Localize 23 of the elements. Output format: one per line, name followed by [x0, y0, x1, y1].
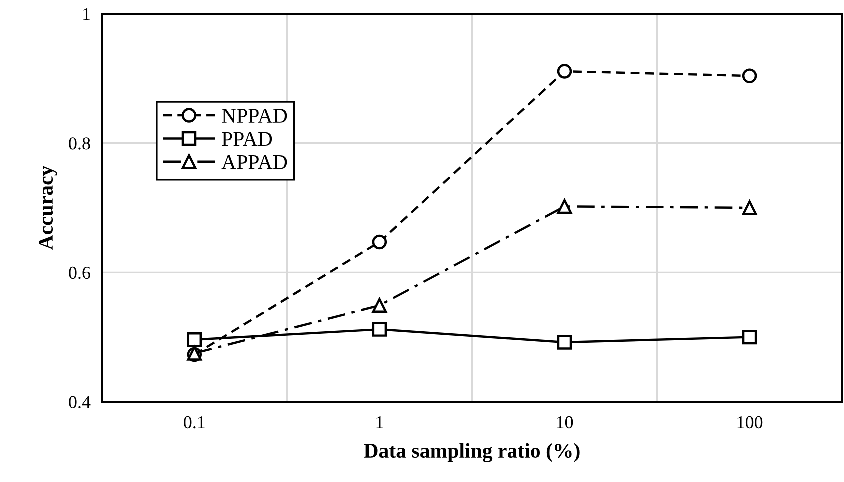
point — [742, 330, 758, 345]
x-tick-label: 1 — [376, 416, 384, 428]
y-axis-title: Accuracy — [39, 166, 58, 250]
point — [742, 68, 758, 84]
x-tick-label: 10 — [557, 416, 574, 429]
x-tick-label: 0.1 — [184, 416, 205, 429]
y-tick-label: 0.4 — [69, 396, 91, 409]
y-tick-label: 1 — [84, 8, 90, 20]
legend-label: PPAD — [222, 132, 272, 146]
x-axis-title: Data sampling ratio (%) — [364, 443, 580, 462]
point — [372, 322, 388, 337]
point — [557, 199, 572, 214]
point — [372, 298, 388, 313]
x-tick-label: 100 — [738, 416, 763, 429]
point — [187, 332, 202, 348]
y-tick-label: 0.6 — [69, 266, 90, 280]
legend-label: APPAD — [222, 155, 288, 170]
point — [557, 64, 572, 79]
point — [742, 200, 758, 216]
legend-label: NPPAD — [222, 109, 288, 123]
y-tick-label: 0.8 — [69, 138, 90, 150]
point — [372, 234, 388, 250]
point — [557, 335, 572, 350]
